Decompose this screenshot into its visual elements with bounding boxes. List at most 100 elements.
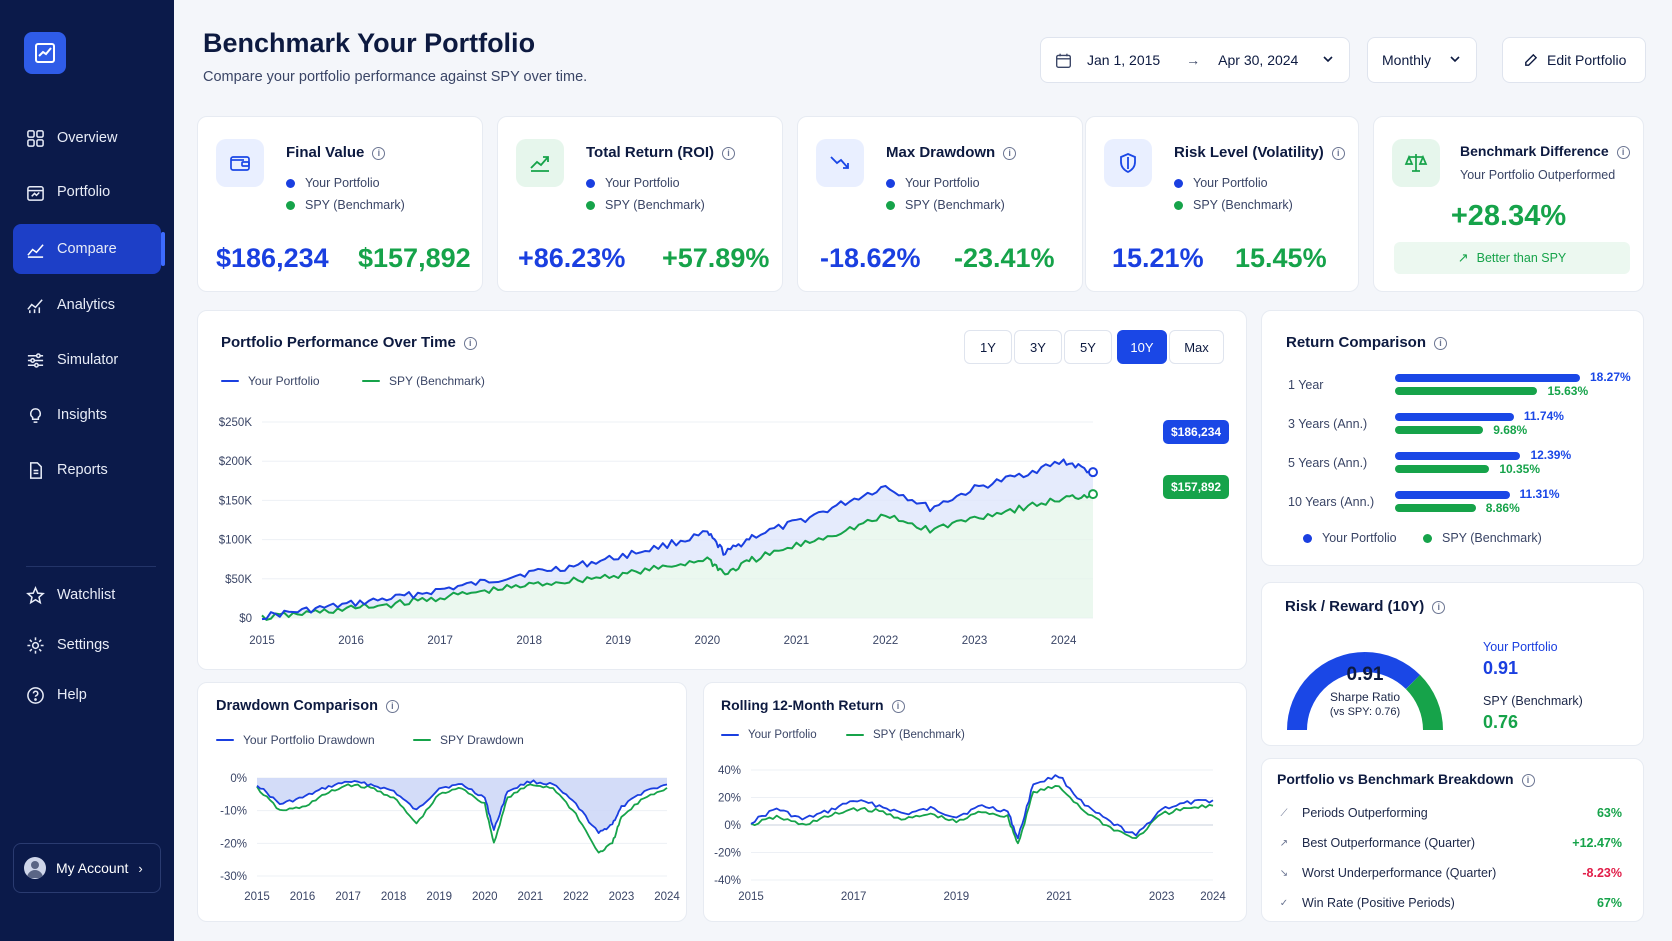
return-bar-portfolio: [1395, 374, 1580, 382]
benchmark-diff-subtitle: Your Portfolio Outperformed: [1460, 168, 1616, 182]
y-tick-label: $50K: [225, 574, 252, 586]
info-icon[interactable]: i: [385, 699, 399, 713]
rolling-card: [703, 682, 1247, 922]
x-tick-label: 2019: [944, 891, 970, 903]
breakdown-label: Periods Outperforming: [1302, 806, 1428, 820]
sidebar-item-analytics[interactable]: Analytics: [13, 280, 161, 330]
timeframe-1y[interactable]: 1Y: [964, 330, 1012, 364]
info-icon[interactable]: i: [1432, 600, 1446, 614]
app-logo[interactable]: [24, 32, 66, 74]
x-tick-label: 2023: [609, 891, 635, 903]
avatar: [24, 857, 46, 879]
kpi-title: Total Return (ROI): [586, 144, 715, 161]
y-tick-label: $150K: [219, 495, 253, 507]
sidebar-item-compare[interactable]: Compare: [13, 224, 165, 274]
sidebar-item-portfolio[interactable]: Portfolio: [13, 167, 161, 217]
return-bar-portfolio: [1395, 491, 1510, 499]
sidebar-item-label: Portfolio: [57, 184, 111, 200]
breakdown-row: ↗ Best Outperformance (Quarter) +12.47%: [1278, 833, 1622, 853]
sidebar-item-settings[interactable]: Settings: [13, 620, 161, 670]
sidebar-item-simulator[interactable]: Simulator: [13, 335, 161, 385]
x-tick-label: 2022: [563, 891, 589, 903]
x-tick-label: 2021: [1046, 891, 1072, 903]
my-account-button[interactable]: My Account ›: [13, 843, 161, 893]
kpi-title: Final Value: [286, 144, 365, 161]
edit-portfolio-button[interactable]: Edit Portfolio: [1502, 37, 1646, 83]
sidebar-item-help[interactable]: Help: [13, 670, 161, 720]
x-tick-label: 2020: [695, 635, 721, 647]
timeframe-3y[interactable]: 3Y: [1014, 330, 1062, 364]
info-icon[interactable]: i: [1521, 773, 1535, 787]
x-tick-label: 2022: [873, 635, 899, 647]
kpi-benchmark-value: -23.41%: [954, 243, 1055, 273]
legend-label: Your Portfolio: [305, 176, 380, 190]
info-icon[interactable]: i: [1616, 145, 1630, 159]
legend-label: Your Portfolio: [748, 729, 817, 741]
timeframe-max[interactable]: Max: [1169, 330, 1224, 364]
timeframe-label: 5Y: [1080, 339, 1096, 355]
sidebar-item-reports[interactable]: Reports: [13, 445, 161, 495]
trend-up-icon: ↗: [1279, 837, 1289, 849]
breakdown-value: -8.23%: [1582, 866, 1622, 880]
legend-label: Your Portfolio: [1322, 531, 1397, 545]
y-tick-label: 20%: [718, 793, 741, 805]
sidebar-item-watchlist[interactable]: Watchlist: [13, 570, 161, 620]
x-tick-label: 2015: [249, 635, 275, 647]
breakdown-value: +12.47%: [1572, 836, 1622, 850]
legend-label: Your Portfolio: [248, 374, 320, 388]
compare-chart-icon: [27, 243, 44, 258]
gear-icon: [27, 636, 44, 654]
badge-label: Better than SPY: [1476, 251, 1567, 265]
sidebar-item-overview[interactable]: Overview: [13, 113, 161, 163]
kpi-benchmark-difference: Benchmark Difference i Your Portfolio Out…: [1373, 116, 1644, 292]
x-tick-label: 2016: [290, 891, 316, 903]
info-icon[interactable]: i: [372, 146, 386, 160]
timeframe-5y[interactable]: 5Y: [1064, 330, 1112, 364]
x-tick-label: 2024: [1200, 891, 1226, 903]
rr-portfolio-value: 0.91: [1483, 658, 1519, 678]
kpi-portfolio-value: $186,234: [216, 243, 329, 273]
better-than-badge: ↗ Better than SPY: [1394, 242, 1630, 274]
x-tick-label: 2024: [654, 891, 680, 903]
grid-icon: [27, 129, 44, 147]
kpi-portfolio-value: -18.62%: [820, 243, 921, 273]
y-tick-label: $0: [239, 613, 252, 625]
info-icon[interactable]: i: [1003, 146, 1017, 160]
between-area: [262, 459, 1093, 620]
return-row-label: 1 Year: [1288, 378, 1324, 392]
page-subtitle: Compare your portfolio performance again…: [203, 69, 588, 85]
rolling-chart: 40% 20% 0% -20% -40% 2015 2017 2019 2021 2023 2024: [714, 765, 1226, 903]
benchmark-end-tooltip: $157,892: [1163, 475, 1230, 499]
trend-down-icon: [816, 139, 864, 187]
arrow-right-icon: →: [1186, 52, 1201, 68]
legend-label: SPY (Benchmark): [873, 729, 965, 741]
timeframe-10y[interactable]: 10Y: [1117, 330, 1167, 364]
return-bar-benchmark: [1395, 465, 1490, 473]
info-icon[interactable]: i: [1331, 146, 1345, 160]
kpi-max-drawdown: Max Drawdown i Your Portfolio SPY (Benchm…: [797, 116, 1083, 292]
gauge-sub: (vs SPY: 0.76): [1329, 706, 1401, 718]
balance-scale-icon: [1392, 139, 1440, 187]
breakdown-row: ✓ Win Rate (Positive Periods) 67%: [1278, 893, 1622, 913]
sidebar: Overview Portfolio Compare Analytics Sim…: [0, 0, 174, 941]
series-end-point: [1088, 467, 1098, 478]
sidebar-item-insights[interactable]: Insights: [13, 390, 161, 440]
info-icon[interactable]: i: [1434, 336, 1448, 350]
return-comparison-card: [1261, 310, 1644, 566]
series-line-benchmark: [261, 493, 1094, 621]
info-icon[interactable]: i: [722, 146, 736, 160]
info-icon[interactable]: i: [891, 699, 905, 713]
page-title: Benchmark Your Portfolio: [203, 28, 536, 58]
document-icon: [29, 461, 42, 479]
x-tick-label: 2021: [784, 635, 810, 647]
date-range-picker[interactable]: Jan 1, 2015 → Apr 30, 2024: [1040, 37, 1350, 83]
legend-label: Your Portfolio: [605, 176, 680, 190]
x-tick-label: 2018: [516, 635, 542, 647]
y-tick-label: -30%: [220, 871, 247, 883]
star-icon: [26, 585, 45, 604]
frequency-select[interactable]: Monthly: [1367, 37, 1477, 83]
info-icon[interactable]: i: [463, 336, 477, 350]
frequency-value: Monthly: [1382, 52, 1432, 68]
chevron-down-icon: [1449, 52, 1461, 68]
return-value-benchmark: 15.63%: [1547, 384, 1589, 398]
